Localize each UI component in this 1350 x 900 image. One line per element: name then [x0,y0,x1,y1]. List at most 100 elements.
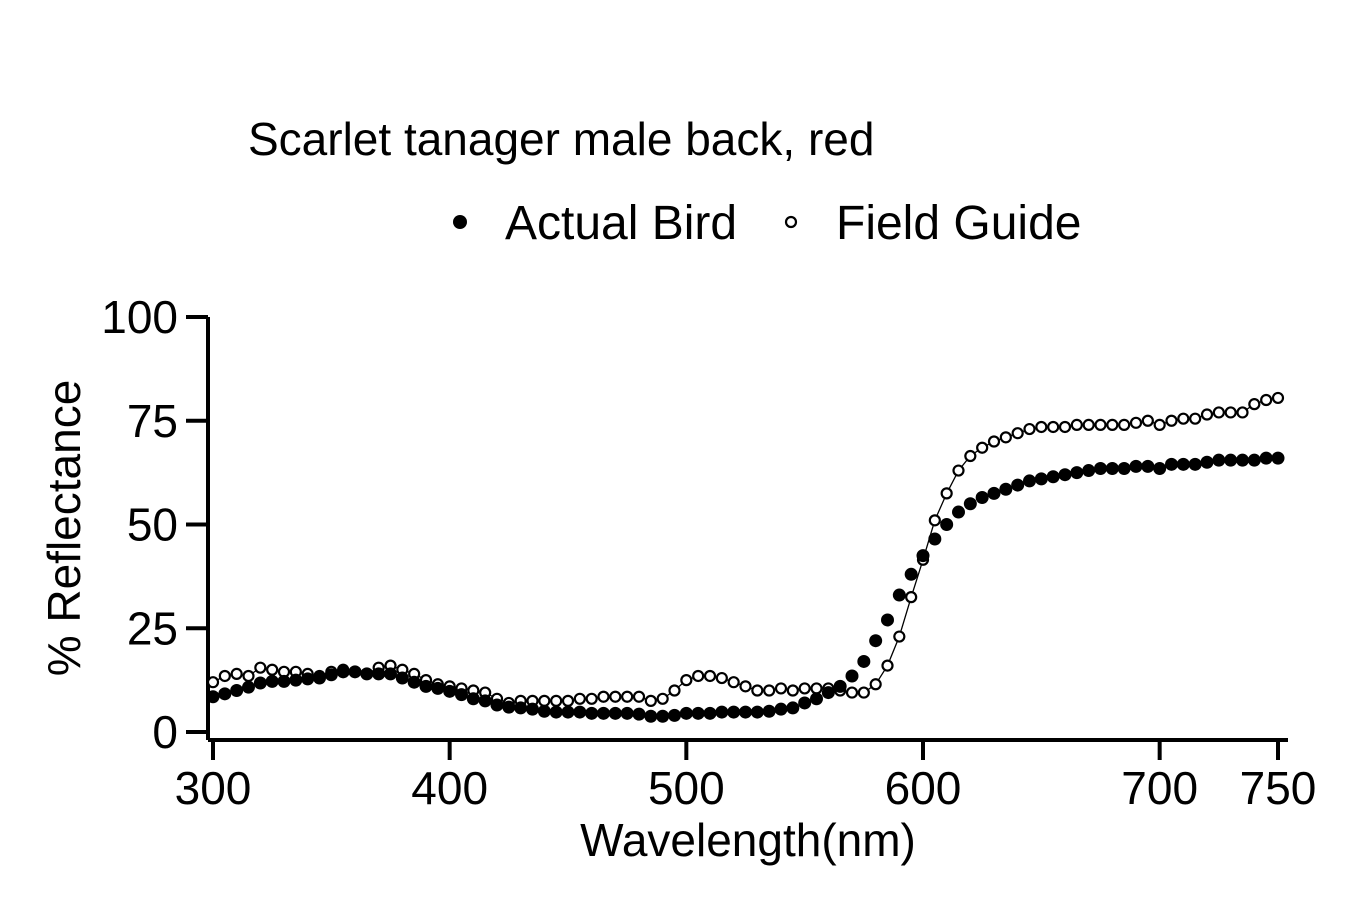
field-guide-point [905,591,918,604]
actual-bird-point [372,667,386,681]
actual-bird-point [526,702,539,716]
field-guide-point [206,676,220,689]
actual-bird-point [1200,455,1214,469]
actual-bird-point [762,704,776,718]
actual-bird-point [1129,459,1143,473]
actual-bird-point [277,674,291,688]
field-guide-point [242,669,255,683]
y-axis-label: % Reflectance [38,380,90,677]
actual-bird-point [419,679,433,693]
actual-bird-point [703,706,717,720]
actual-bird-point [431,681,445,695]
field-guide-point [254,661,267,674]
actual-bird-point [301,672,315,686]
field-guide-point [1118,418,1131,431]
field-guide-point [1011,427,1024,440]
field-guide-point [1106,418,1119,431]
field-guide-point [703,669,717,683]
actual-bird-point [739,705,752,719]
field-guide-point [1047,420,1060,434]
field-guide-point [573,692,586,705]
actual-bird-point [975,491,989,505]
field-guide-point [845,686,859,699]
field-guide-point [1141,414,1154,427]
actual-bird-point [289,673,303,687]
actual-bird-point [656,709,670,723]
actual-bird-point [455,688,468,702]
field-guide-point [869,678,882,691]
field-guide-point [774,682,788,695]
y-tick-label: 50 [127,499,178,551]
field-guide-point [538,694,551,707]
actual-bird-point [1259,451,1273,465]
actual-bird-point [786,701,800,715]
field-guide-point [561,694,575,707]
field-guide-point [230,667,243,681]
field-guide-point [952,464,965,477]
legend-marker-field-guide [784,215,798,229]
field-guide-point [1248,398,1261,411]
legend: Actual Bird Field Guide [453,197,1081,250]
actual-bird-point [336,665,350,679]
actual-bird-point [1153,461,1167,475]
field-guide-point [1224,406,1237,419]
actual-bird-point [253,676,267,690]
field-guide-point [1177,412,1190,425]
actual-bird-point [869,634,883,648]
field-guide-point [893,630,906,643]
actual-bird-point [1224,453,1238,467]
actual-bird-point [443,684,457,698]
actual-bird-point [727,705,741,719]
field-guide-point [727,676,740,689]
y-tick-label: 100 [101,291,178,343]
field-guide-point [940,487,953,500]
actual-bird-point [1176,457,1190,471]
actual-bird-point [466,692,480,706]
field-guide-point [680,674,693,687]
field-guide-point [1035,420,1048,434]
actual-bird-point [845,669,859,683]
series-actual-bird [206,451,1285,723]
field-guide-point [751,684,764,697]
field-guide-point [857,686,870,699]
actual-bird-point [940,518,954,531]
actual-bird-point [632,707,646,721]
actual-bird-point [407,675,421,689]
actual-bird-point [668,708,681,722]
field-guide-point [585,692,598,705]
actual-bird-point [810,692,823,706]
actual-bird-point [1070,466,1084,480]
field-guide-point [632,690,646,703]
actual-bird-point [313,671,326,685]
field-guide-point [1058,420,1072,434]
actual-bird-point [360,667,374,681]
actual-bird-point [1165,457,1178,471]
field-guide-point [999,431,1012,444]
actual-bird-point [798,696,812,710]
field-guide-point [1082,418,1095,431]
field-guide-point [798,682,811,695]
actual-bird-point [1212,453,1226,467]
field-guide-point [609,690,622,703]
actual-bird-point [1046,470,1060,484]
legend-marker-actual-bird [453,215,467,229]
actual-bird-point [916,549,930,563]
actual-bird-point [1247,453,1261,467]
x-tick-label: 750 [1240,762,1317,814]
actual-bird-point [478,694,492,708]
x-tick-label: 400 [411,762,488,814]
field-guide-point [656,692,669,705]
field-guide-point [1070,418,1083,431]
actual-bird-point [1271,451,1285,465]
actual-bird-point [502,700,516,714]
actual-bird-point [1082,464,1096,478]
actual-bird-point [1117,461,1131,475]
field-guide-point [928,514,941,527]
actual-bird-point [514,701,528,715]
actual-bird-point [230,684,244,697]
actual-bird-point [1188,457,1202,471]
field-guide-point [739,680,752,693]
legend-label-actual-bird: Actual Bird [505,197,737,250]
y-tick-label: 25 [127,602,178,654]
field-guide-point [1271,391,1285,405]
